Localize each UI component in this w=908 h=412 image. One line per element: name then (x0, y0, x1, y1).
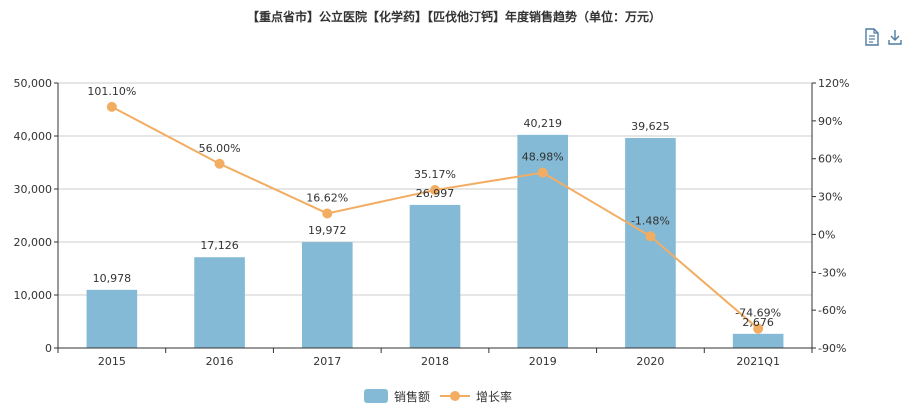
growth-point (753, 323, 764, 334)
bar-value-label: 19,972 (308, 224, 347, 237)
data-labels: 10,978 17,126 19,972 26,997 40,219 39,625 2,67… (87, 85, 781, 329)
y-right-tick-label: 0% (818, 228, 835, 241)
legend-label-growth: 增长率 (476, 389, 513, 404)
growth-point (430, 185, 440, 196)
bar (194, 257, 245, 348)
y-right-tick-label: 90% (818, 115, 842, 128)
y-left-tick-label: 20,000 (14, 236, 53, 249)
download-button[interactable] (887, 28, 903, 46)
bar-value-label: 10,978 (93, 272, 132, 285)
axes: 0 10,000 20,000 30,000 40,000 50,000 -90% -60% -… (14, 77, 850, 368)
legend-item-growth[interactable]: 增长率 (440, 386, 512, 406)
legend-bar-swatch (364, 389, 388, 403)
y-left-tick-label: 10,000 (14, 289, 53, 302)
bar-series (86, 134, 784, 348)
x-tick-label: 2021Q1 (736, 355, 780, 368)
bar-value-label: 40,219 (523, 117, 562, 130)
growth-point (322, 208, 333, 219)
y-left-tick-label: 40,000 (14, 130, 53, 143)
y-right-tick-label: 120% (818, 77, 849, 90)
x-tick-label: 2015 (98, 355, 126, 368)
legend: 销售额 增长率 (0, 386, 908, 406)
y-right-tick-label: -90% (818, 342, 846, 355)
document-icon (865, 28, 879, 46)
y-left-tick-label: 0 (45, 342, 52, 355)
growth-point (214, 158, 225, 169)
bar-value-label: 2,676 (742, 316, 774, 329)
legend-line-swatch (440, 389, 470, 403)
growth-value-label: 56.00% (199, 142, 241, 155)
growth-value-label: 16.62% (306, 191, 348, 204)
data-view-icon[interactable] (864, 28, 880, 46)
bar (86, 289, 138, 348)
bar-value-label: 39,625 (631, 120, 670, 133)
y-left-tick-label: 50,000 (14, 77, 53, 90)
x-tick-label: 2020 (636, 355, 664, 368)
growth-point (537, 167, 548, 178)
x-tick-label: 2017 (313, 355, 341, 368)
bar-value-label: 17,126 (200, 239, 239, 252)
bar-value-label: 26,997 (416, 187, 455, 200)
bar (409, 204, 461, 348)
growth-point (106, 101, 117, 112)
growth-point (645, 231, 656, 242)
combo-chart: 0 10,000 20,000 30,000 40,000 50,000 -90% -60% -… (14, 77, 850, 368)
bar (517, 134, 569, 348)
y-right-tick-label: -30% (818, 266, 846, 279)
bar (732, 333, 784, 348)
bar (301, 242, 353, 348)
y-right-tick-label: -60% (818, 304, 846, 317)
y-left-tick-label: 30,000 (14, 183, 53, 196)
chart-title: 【重点省市】公立医院【化学药】【匹伐他汀钙】年度销售趋势（单位：万元） (246, 10, 661, 24)
line-series (106, 101, 764, 334)
legend-label-sales: 销售额 (394, 389, 431, 404)
growth-value-label: 35.17% (414, 168, 456, 181)
y-right-tick-label: 60% (818, 153, 842, 166)
growth-value-label: -1.48% (631, 214, 670, 227)
y-right-tick-label: 30% (818, 191, 842, 204)
download-icon (888, 30, 902, 45)
x-tick-label: 2019 (529, 355, 557, 368)
legend-item-sales[interactable]: 销售额 (364, 386, 430, 406)
growth-value-label: 48.98% (522, 151, 564, 164)
growth-value-label: 101.10% (87, 85, 136, 98)
growth-value-label: -74.69% (735, 307, 781, 320)
x-tick-label: 2016 (206, 355, 234, 368)
x-tick-label: 2018 (421, 355, 449, 368)
bar (625, 137, 676, 348)
